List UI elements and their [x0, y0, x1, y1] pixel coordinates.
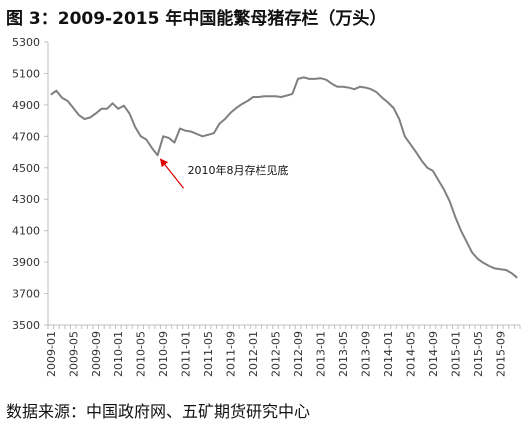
chart-title: 图 3：2009-2015 年中国能繁母猪存栏（万头） [6, 9, 387, 29]
x-tick-label: 2013-09 [359, 331, 372, 377]
y-tick-label: 5300 [12, 36, 40, 49]
x-tick-label: 2015-05 [472, 331, 485, 377]
x-tick-label: 2013-05 [337, 331, 350, 377]
y-tick-label: 3900 [12, 256, 40, 269]
x-tick-label: 2010-05 [135, 331, 148, 377]
x-tick-label: 2012-09 [292, 331, 305, 377]
x-tick-label: 2012-01 [247, 331, 260, 377]
line-chart: 3500 3700 3900 4100 4300 4500 4700 4900 5100 5300… [12, 36, 521, 377]
x-tick-label: 2011-01 [180, 331, 193, 377]
x-tick-label: 2014-09 [427, 331, 440, 377]
axes [47, 42, 520, 326]
series-line [50, 76, 518, 279]
x-tick-label: 2009-09 [90, 331, 103, 377]
y-tick-label: 3700 [12, 288, 40, 301]
annotation-label: 2010年8月存栏见底 [188, 163, 289, 177]
y-tick-label: 5100 [12, 67, 40, 80]
plot-area [50, 76, 518, 279]
x-tick-label: 2011-05 [202, 331, 215, 377]
y-tick-label: 4500 [12, 162, 40, 175]
y-tick-label: 4700 [12, 130, 40, 143]
annotation: 2010年8月存栏见底 [159, 158, 289, 189]
data-source-note: 数据来源：中国政府网、五矿期货研究中心 [6, 402, 311, 421]
annotation-arrow [159, 158, 185, 189]
x-tick-label: 2015-09 [494, 331, 507, 377]
x-tick-label: 2014-05 [404, 331, 417, 377]
y-tick-label: 4900 [12, 99, 40, 112]
y-tick-label: 4300 [12, 193, 40, 206]
y-tick-label: 3500 [12, 319, 40, 332]
x-tick-label: 2012-05 [270, 331, 283, 377]
x-tick-label: 2011-09 [225, 331, 238, 377]
x-tick-label: 2010-09 [157, 331, 170, 377]
x-tick-label: 2014-01 [382, 331, 395, 377]
x-tick-label: 2009-01 [45, 331, 58, 377]
x-tick-label: 2013-01 [315, 331, 328, 377]
x-tick-label: 2015-01 [449, 331, 462, 377]
x-tick-label: 2010-01 [112, 331, 125, 377]
x-axis-ticks: 2009-01 2009-05 2009-09 2010-01 2010-05 2010-… [45, 325, 521, 377]
x-tick-label: 2009-05 [67, 331, 80, 377]
y-tick-label: 4100 [12, 225, 40, 238]
y-axis-ticks: 3500 3700 3900 4100 4300 4500 4700 4900 5100 5300 [12, 36, 48, 332]
